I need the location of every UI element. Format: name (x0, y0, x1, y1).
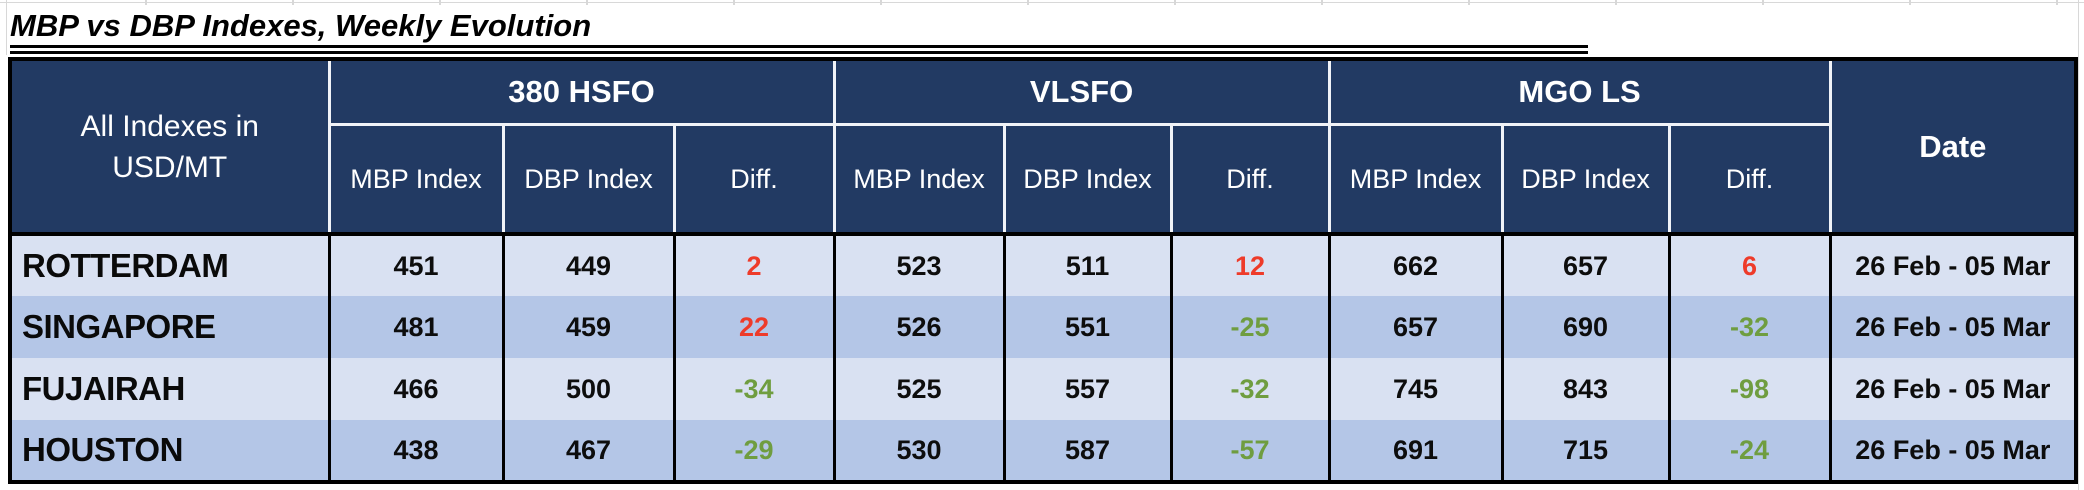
diff-cell[interactable]: -98 (1669, 358, 1832, 420)
index-cell[interactable]: 523 (834, 234, 1006, 296)
index-cell[interactable]: 500 (503, 358, 676, 420)
table-header: All Indexes in USD/MT 380 HSFO VLSFO MGO… (10, 59, 2077, 236)
index-cell[interactable]: 691 (1329, 420, 1504, 482)
subheader-mgols-dbp[interactable]: DBP Index (1502, 124, 1671, 236)
subheader-mgols-diff[interactable]: Diff. (1669, 124, 1832, 236)
group-header-row: All Indexes in USD/MT 380 HSFO VLSFO MGO… (10, 59, 2077, 236)
diff-cell[interactable]: -34 (674, 358, 836, 420)
corner-header-cell[interactable]: All Indexes in USD/MT (10, 59, 331, 236)
index-cell[interactable]: 466 (329, 358, 505, 420)
index-cell[interactable]: 467 (503, 420, 676, 482)
diff-cell[interactable]: 2 (674, 234, 836, 296)
title-cell[interactable]: MBP vs DBP Indexes, Weekly Evolution (10, 8, 1588, 54)
subheader-hsfo-diff[interactable]: Diff. (674, 124, 836, 236)
date-cell[interactable]: 26 Feb - 05 Mar (1830, 358, 2077, 420)
date-cell[interactable]: 26 Feb - 05 Mar (1830, 234, 2077, 296)
port-cell[interactable]: SINGAPORE (10, 296, 331, 358)
date-cell[interactable]: 26 Feb - 05 Mar (1830, 420, 2077, 482)
date-cell[interactable]: 26 Feb - 05 Mar (1830, 296, 2077, 358)
diff-cell[interactable]: -24 (1669, 420, 1832, 482)
group-header-mgols[interactable]: MGO LS (1329, 59, 1832, 126)
index-cell[interactable]: 662 (1329, 234, 1504, 296)
page-title: MBP vs DBP Indexes, Weekly Evolution (10, 8, 1588, 54)
subheader-vlsfo-diff[interactable]: Diff. (1171, 124, 1331, 236)
index-cell[interactable]: 557 (1004, 358, 1173, 420)
index-cell[interactable]: 715 (1502, 420, 1671, 482)
index-cell[interactable]: 451 (329, 234, 505, 296)
diff-cell[interactable]: -32 (1171, 358, 1331, 420)
spreadsheet-gridline-left (6, 0, 7, 55)
subheader-hsfo-dbp[interactable]: DBP Index (503, 124, 676, 236)
index-cell[interactable]: 481 (329, 296, 505, 358)
index-cell[interactable]: 745 (1329, 358, 1504, 420)
table-row: HOUSTON 438 467 -29 530 587 -57 691 715 -24 26 Feb… (10, 420, 2077, 482)
port-cell[interactable]: ROTTERDAM (10, 234, 331, 296)
corner-label-line2: USD/MT (112, 150, 228, 184)
index-cell[interactable]: 843 (1502, 358, 1671, 420)
table-row: SINGAPORE 481 459 22 526 551 -25 657 690 -32 26 Fe… (10, 296, 2077, 358)
index-cell[interactable]: 449 (503, 234, 676, 296)
index-cell[interactable]: 657 (1502, 234, 1671, 296)
index-cell[interactable]: 511 (1004, 234, 1173, 296)
corner-label-line1: All Indexes in (80, 109, 259, 143)
index-cell[interactable]: 690 (1502, 296, 1671, 358)
index-cell[interactable]: 526 (834, 296, 1006, 358)
table-row: ROTTERDAM 451 449 2 523 511 12 662 657 6 26 Feb - … (10, 234, 2077, 296)
index-cell[interactable]: 459 (503, 296, 676, 358)
indexes-table: All Indexes in USD/MT 380 HSFO VLSFO MGO… (8, 57, 2079, 484)
index-cell[interactable]: 587 (1004, 420, 1173, 482)
diff-cell[interactable]: -57 (1171, 420, 1331, 482)
table-body: ROTTERDAM 451 449 2 523 511 12 662 657 6 26 Feb - … (10, 234, 2077, 482)
subheader-mgols-mbp[interactable]: MBP Index (1329, 124, 1504, 236)
index-cell[interactable]: 551 (1004, 296, 1173, 358)
group-header-hsfo[interactable]: 380 HSFO (329, 59, 836, 126)
date-header-cell[interactable]: Date (1830, 59, 2077, 236)
diff-cell[interactable]: -32 (1669, 296, 1832, 358)
spreadsheet-gridline-right (2078, 0, 2079, 490)
index-cell[interactable]: 438 (329, 420, 505, 482)
index-cell[interactable]: 525 (834, 358, 1006, 420)
subheader-hsfo-mbp[interactable]: MBP Index (329, 124, 505, 236)
table-row: FUJAIRAH 466 500 -34 525 557 -32 745 843 -98 26 Fe… (10, 358, 2077, 420)
subheader-vlsfo-dbp[interactable]: DBP Index (1004, 124, 1173, 236)
group-header-vlsfo[interactable]: VLSFO (834, 59, 1331, 126)
spreadsheet-gridline-top (0, 2, 2084, 3)
index-cell[interactable]: 530 (834, 420, 1006, 482)
diff-cell[interactable]: 22 (674, 296, 836, 358)
diff-cell[interactable]: -25 (1171, 296, 1331, 358)
index-cell[interactable]: 657 (1329, 296, 1504, 358)
subheader-vlsfo-mbp[interactable]: MBP Index (834, 124, 1006, 236)
sub-header-row: MBP Index DBP Index Diff. MBP Index DBP … (10, 124, 2076, 236)
port-cell[interactable]: FUJAIRAH (10, 358, 331, 420)
diff-cell[interactable]: 12 (1171, 234, 1331, 296)
port-cell[interactable]: HOUSTON (10, 420, 331, 482)
diff-cell[interactable]: -29 (674, 420, 836, 482)
diff-cell[interactable]: 6 (1669, 234, 1832, 296)
